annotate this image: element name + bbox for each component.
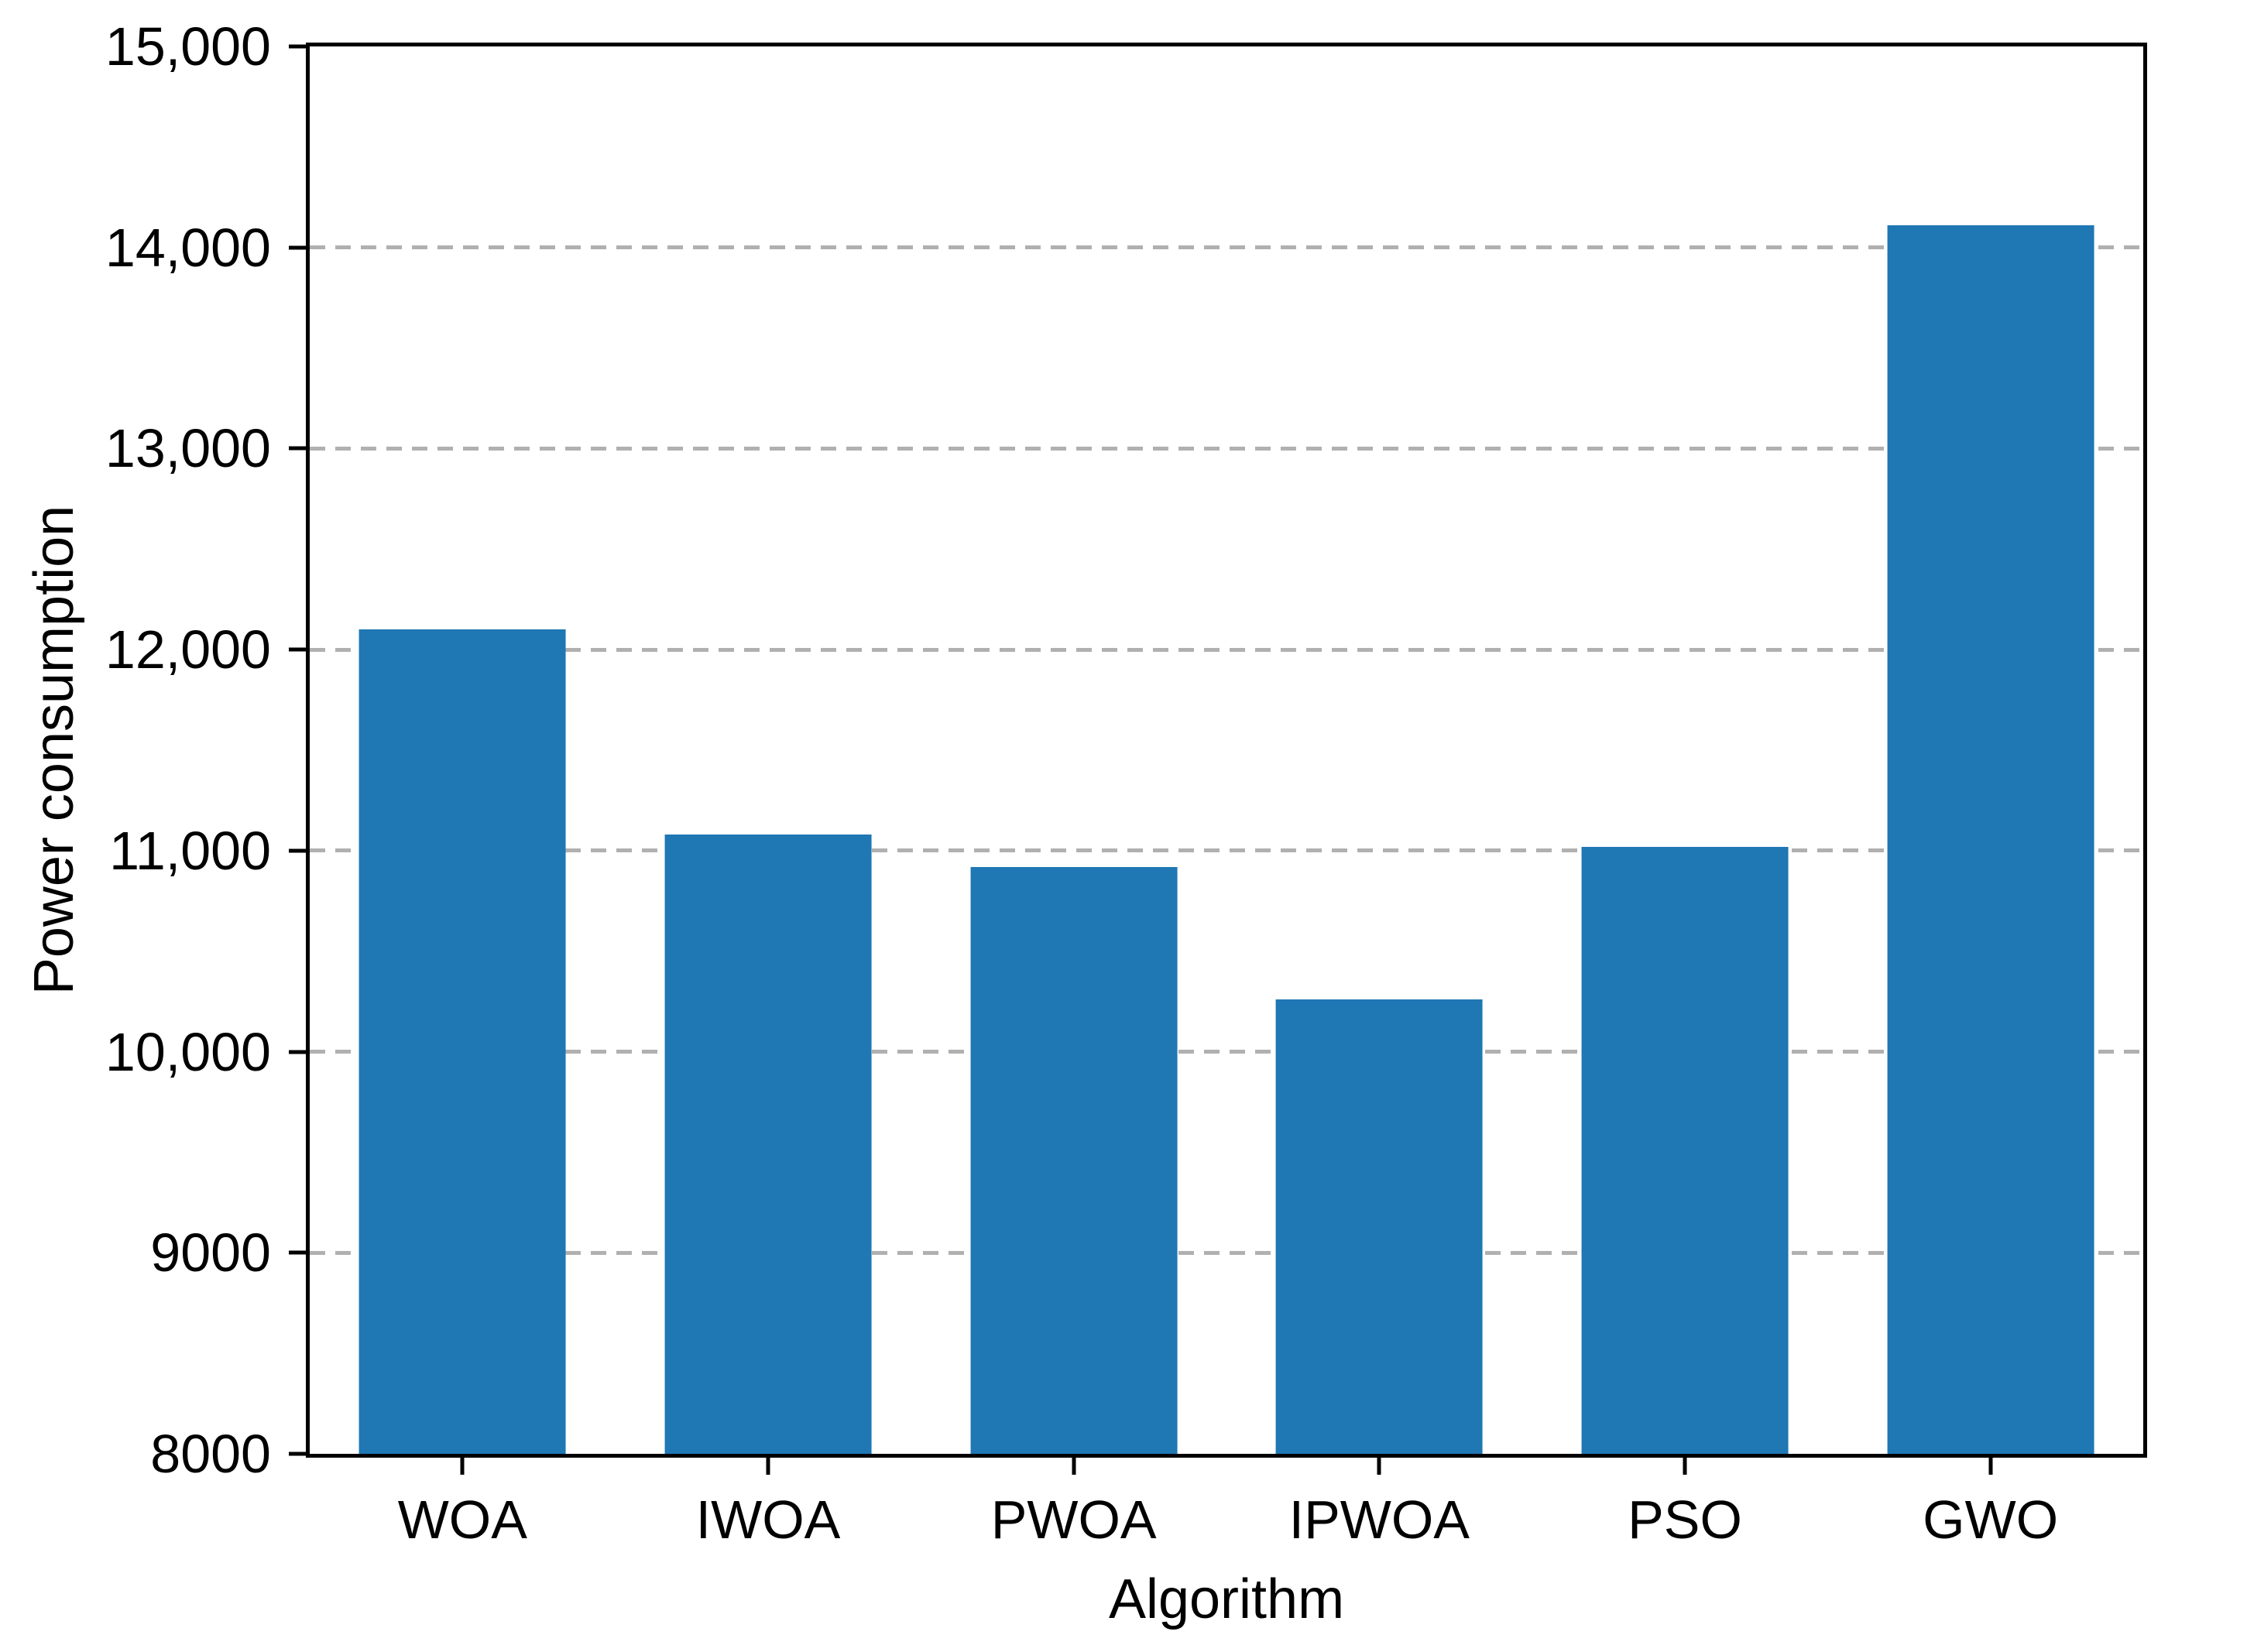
gridline	[310, 1250, 2143, 1255]
y-tick-label: 11,000	[109, 820, 271, 881]
y-tick-mark	[289, 1050, 306, 1054]
y-tick-label: 14,000	[105, 217, 271, 278]
y-tick-label: 13,000	[105, 418, 271, 479]
gridline	[310, 848, 2143, 853]
y-tick-label: 8000	[150, 1424, 271, 1484]
x-tick-mark	[766, 1458, 770, 1475]
y-tick-label: 9000	[150, 1222, 271, 1284]
y-tick-mark	[289, 245, 306, 250]
y-tick-label: 10,000	[105, 1021, 271, 1082]
x-axis-title: Algorithm	[1108, 1568, 1345, 1630]
gridline	[310, 647, 2143, 652]
x-tick-label: GWO	[1923, 1489, 2059, 1550]
x-tick-mark	[1988, 1458, 1993, 1475]
bar-woa	[358, 629, 566, 1454]
bar-ipwoa	[1275, 999, 1483, 1454]
y-tick-label: 12,000	[105, 619, 271, 680]
y-tick-mark	[289, 44, 306, 49]
y-tick-mark	[289, 446, 306, 451]
plot-area	[306, 43, 2147, 1458]
x-tick-mark	[1072, 1458, 1076, 1475]
bar-pso	[1581, 846, 1789, 1454]
y-tick-mark	[289, 1250, 306, 1255]
y-tick-marks	[289, 44, 306, 1456]
x-tick-label: IPWOA	[1288, 1489, 1470, 1550]
y-tick-labels: 8000 9000 10,000 11,000 12,000 13,000 14,000 15…	[0, 19, 271, 1481]
x-tick-mark	[460, 1458, 465, 1475]
gridline	[310, 1050, 2143, 1054]
bar-gwo	[1887, 225, 2094, 1454]
bar-pwoa	[970, 866, 1178, 1454]
x-tick-label: PSO	[1628, 1489, 1742, 1550]
x-tick-mark	[1377, 1458, 1381, 1475]
y-tick-mark	[289, 1451, 306, 1456]
x-tick-marks	[310, 1458, 2143, 1475]
gridline	[310, 446, 2143, 451]
x-tick-label: WOA	[397, 1489, 527, 1550]
x-tick-mark	[1683, 1458, 1687, 1475]
y-tick-label: 15,000	[105, 16, 271, 77]
x-tick-labels: WOA IWOA PWOA IPWOA PSO GWO	[310, 1485, 2143, 1554]
y-tick-mark	[289, 647, 306, 652]
bar-iwoa	[664, 835, 872, 1454]
gridline	[310, 245, 2143, 250]
x-tick-label: PWOA	[990, 1489, 1157, 1550]
x-tick-label: IWOA	[695, 1489, 841, 1550]
y-tick-mark	[289, 848, 306, 853]
